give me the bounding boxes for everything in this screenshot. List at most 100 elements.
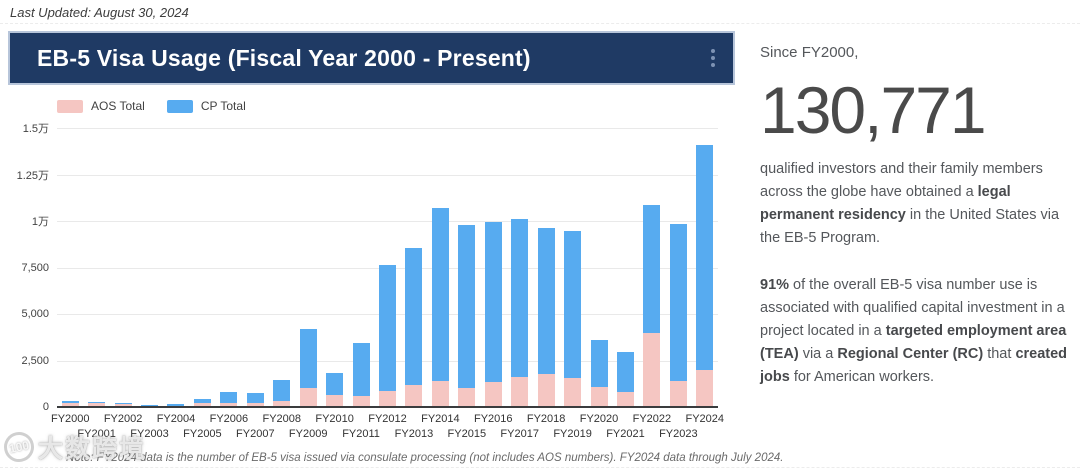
x-axis-tick-label: FY2005 [183,428,222,440]
bar-fy2022-aos-total[interactable] [643,332,661,407]
y-axis-tick-label: 5,000 [21,308,49,320]
watermark-logo-icon: 100 [1,429,37,465]
legend-item-cp[interactable]: CP Total [166,99,246,113]
x-axis-tick-label: FY2017 [500,428,539,440]
gridline [57,128,718,129]
aos-swatch-icon [57,99,83,113]
bar-fy2016-cp-total[interactable] [484,221,502,382]
bar-fy2001-cp-total[interactable] [88,402,106,404]
summary-panel: Since FY2000, 130,771 qualified investor… [760,44,1080,389]
x-axis-tick-label: FY2022 [632,413,672,425]
bar-fy2008-aos-total[interactable] [273,400,291,407]
bottom-divider [0,467,1080,468]
bar-fy2011-aos-total[interactable] [352,395,370,407]
x-axis-tick-label: FY2018 [526,413,566,425]
plot-area: 0 2,500 5,000 7,500 1万 1.25万 1.5万 FY2000 FY2001 F… [17,123,724,440]
chart-header: EB-5 Visa Usage (Fiscal Year 2000 - Pres… [8,31,735,85]
x-axis-tick-label: FY2009 [288,428,328,440]
bar-fy2004-cp-total[interactable] [167,404,185,407]
x-axis-tick-label: FY2006 [209,413,249,425]
bar-fy2001-aos-total[interactable] [88,403,106,407]
bar-fy2020-cp-total[interactable] [590,340,608,387]
bar-fy2018-aos-total[interactable] [537,374,555,407]
bar-fy2010-aos-total[interactable] [326,394,344,407]
bar-fy2009-cp-total[interactable] [299,328,317,389]
legend-item-aos[interactable]: AOS Total [57,99,145,113]
bar-fy2005-aos-total[interactable] [193,403,211,407]
bar-fy2005-cp-total[interactable] [193,399,211,404]
kebab-menu-icon[interactable] [705,43,721,73]
bar-fy2006-cp-total[interactable] [220,392,238,404]
bar-fy2018-cp-total[interactable] [537,228,555,375]
x-axis-tick-label: FY2023 [659,428,698,440]
x-axis-line [57,406,718,408]
x-axis-tick-label: FY2020 [579,413,619,425]
bar-fy2021-cp-total[interactable] [616,352,634,392]
x-axis-tick-label: FY2014 [421,413,460,425]
y-axis-tick-label: 2,500 [21,354,49,367]
x-axis-tick-label: FY2002 [103,413,143,425]
bar-fy2021-aos-total[interactable] [616,391,634,407]
x-axis-tick-label: FY2011 [342,428,380,440]
bar-fy2006-aos-total[interactable] [220,403,238,407]
x-axis-tick-label: FY2001 [77,428,116,440]
x-axis-tick-label: FY2019 [553,428,592,440]
summary-paragraph-2: 91% of the overall EB-5 visa number use … [760,277,1068,385]
bar-fy2017-aos-total[interactable] [511,377,529,407]
x-axis-tick-label: FY2004 [156,413,196,425]
x-axis-tick-label: FY2016 [473,413,513,425]
bar-fy2022-cp-total[interactable] [643,204,661,333]
bar-fy2011-cp-total[interactable] [352,343,370,396]
legend-label-aos: AOS Total [91,99,145,113]
bar-fy2007-aos-total[interactable] [246,403,264,407]
summary-intro: Since FY2000, [760,44,859,61]
bar-fy2009-aos-total[interactable] [299,388,317,407]
bar-fy2014-cp-total[interactable] [431,208,449,381]
bar-fy2024-aos-total[interactable] [696,369,714,407]
bar-fy2013-cp-total[interactable] [405,247,423,385]
y-axis-tick-label: 1.5万 [22,123,49,135]
summary-paragraph-1: qualified investors and their family mem… [760,161,1060,246]
bar-fy2008-cp-total[interactable] [273,380,291,401]
bar-fy2024-cp-total[interactable] [696,144,714,370]
y-axis-tick-label: 1.25万 [16,169,49,182]
bar-fy2015-cp-total[interactable] [458,225,476,389]
bar-fy2012-cp-total[interactable] [379,264,396,392]
x-axis-tick-label: FY2000 [50,413,90,425]
x-axis-tick-label: FY2013 [394,428,434,440]
total-visas-number: 130,771 [760,73,987,147]
bar-fy2000-aos-total[interactable] [61,402,79,407]
bar-fy2019-cp-total[interactable] [564,230,582,378]
bar-fy2015-aos-total[interactable] [458,388,476,407]
bar-fy2012-aos-total[interactable] [379,391,396,407]
cp-swatch-icon [166,99,193,113]
chart-legend: AOS Total CP Total [57,99,246,113]
bar-fy2019-aos-total[interactable] [564,377,582,407]
bar-fy2003-cp-total[interactable] [141,405,159,407]
bar-fy2017-cp-total[interactable] [511,219,529,378]
x-axis-tick-label: FY2024 [685,413,725,425]
bar-fy2023-cp-total[interactable] [669,224,687,381]
bar-fy2014-aos-total[interactable] [431,380,449,407]
x-axis-tick-label: FY2003 [130,428,169,440]
gridline [57,174,718,176]
legend-label-cp: CP Total [200,99,246,113]
x-axis-tick-label: FY2008 [262,413,301,425]
bar-fy2013-aos-total[interactable] [405,384,423,407]
x-axis-tick-label: FY2012 [368,413,407,425]
y-axis-tick-label: 1万 [31,216,49,228]
chart-title: EB-5 Visa Usage (Fiscal Year 2000 - Pres… [37,44,531,71]
x-axis-tick-label: FY2021 [606,428,645,440]
bar-fy2000-cp-total[interactable] [61,401,79,403]
bar-fy2023-aos-total[interactable] [669,380,687,407]
bar-fy2002-aos-total[interactable] [114,404,132,407]
top-divider [0,23,1080,24]
bar-fy2002-cp-total[interactable] [114,403,132,405]
gridline [57,221,718,222]
bar-fy2010-cp-total[interactable] [326,372,344,395]
bar-fy2020-aos-total[interactable] [590,386,608,407]
y-axis-tick-label: 0 [42,401,49,413]
bar-fy2016-aos-total[interactable] [484,381,502,407]
bar-fy2007-cp-total[interactable] [246,392,264,404]
